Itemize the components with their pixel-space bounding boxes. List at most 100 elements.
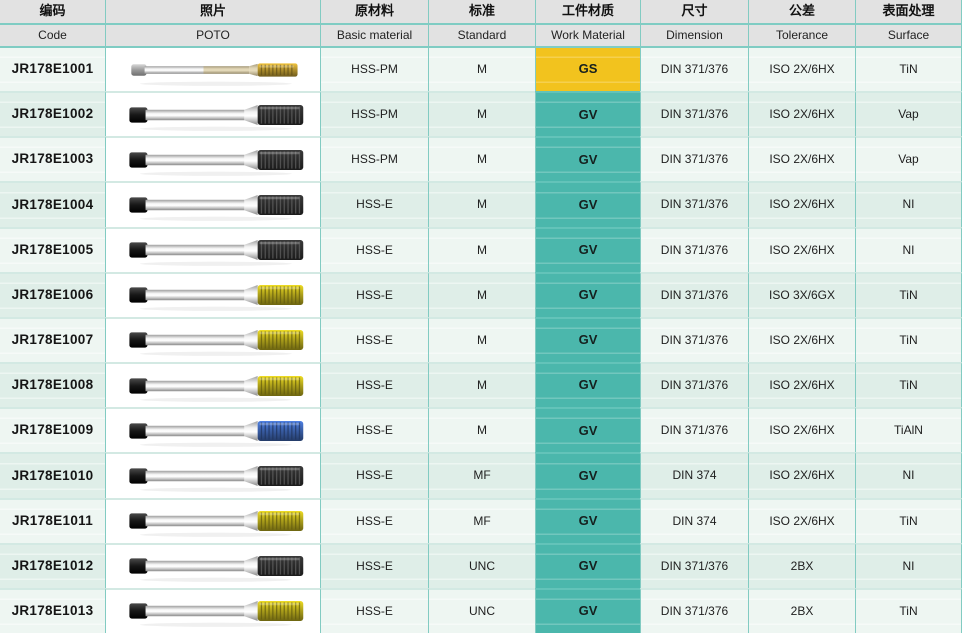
basic-material-cell: HSS-E — [320, 452, 428, 498]
work-material-cell: GV — [535, 181, 640, 227]
standard-cell: M — [428, 407, 535, 453]
tap-image — [129, 240, 304, 267]
column-header-standard-zh: 标准 — [428, 0, 535, 23]
tap-image — [129, 511, 304, 537]
tap-image — [129, 556, 304, 583]
tap-image — [129, 149, 304, 176]
work-material-cell: GV — [535, 316, 640, 363]
dimension-cell: DIN 371/376 — [640, 226, 748, 272]
work-material-cell: GV — [535, 407, 640, 453]
code-cell: JR178E1010 — [0, 452, 105, 498]
dimension-cell: DIN 371/376 — [640, 587, 748, 633]
tolerance-cell: 2BX — [748, 542, 855, 588]
tolerance-cell: ISO 2X/6HX — [748, 226, 855, 272]
dimension-cell: DIN 374 — [640, 452, 748, 498]
tap-image — [129, 330, 304, 357]
basic-material-cell: HSS-PM — [320, 46, 428, 92]
tolerance-cell: ISO 2X/6HX — [748, 316, 855, 363]
basic-material-cell: HSS-E — [320, 362, 428, 408]
photo-cell — [105, 226, 320, 272]
dimension-cell: DIN 371/376 — [640, 46, 748, 92]
tap-image — [129, 285, 304, 312]
standard-cell: UNC — [428, 542, 535, 588]
standard-cell: M — [428, 136, 535, 182]
photo-cell — [105, 407, 320, 453]
code-cell: JR178E1003 — [0, 136, 105, 182]
column-header-tolerance-zh: 公差 — [748, 0, 855, 23]
photo-cell — [105, 91, 320, 137]
code-cell: JR178E1008 — [0, 362, 105, 408]
dimension-cell: DIN 371/376 — [640, 407, 748, 453]
dimension-cell: DIN 371/376 — [640, 181, 748, 227]
surface-cell: TiAlN — [855, 407, 962, 453]
surface-cell: TiN — [855, 362, 962, 408]
basic-material-cell: HSS-E — [320, 316, 428, 363]
work-material-cell: GV — [535, 362, 640, 408]
tolerance-cell: ISO 2X/6HX — [748, 136, 855, 182]
basic-material-cell: HSS-E — [320, 407, 428, 453]
surface-cell: TiN — [855, 587, 962, 633]
column-header-dimension-en: Dimension — [640, 23, 748, 46]
work-material-cell: GV — [535, 226, 640, 272]
tolerance-cell: ISO 2X/6HX — [748, 362, 855, 408]
code-cell: JR178E1002 — [0, 91, 105, 137]
work-material-cell: GV — [535, 91, 640, 137]
surface-cell: NI — [855, 181, 962, 227]
standard-cell: MF — [428, 452, 535, 498]
column-header-surface-en: Surface — [855, 23, 962, 46]
photo-cell — [105, 136, 320, 182]
surface-cell: NI — [855, 226, 962, 272]
surface-cell: TiN — [855, 316, 962, 363]
code-cell: JR178E1004 — [0, 181, 105, 227]
surface-cell: NI — [855, 542, 962, 588]
standard-cell: M — [428, 362, 535, 408]
basic-material-cell: HSS-E — [320, 542, 428, 588]
photo-cell — [105, 587, 320, 633]
standard-cell: UNC — [428, 587, 535, 633]
work-material-cell: GV — [535, 136, 640, 182]
tap-image — [129, 195, 304, 221]
surface-cell: TiN — [855, 271, 962, 317]
column-header-photo-zh: 照片 — [105, 0, 320, 23]
surface-cell: Vap — [855, 136, 962, 182]
column-header-standard-en: Standard — [428, 23, 535, 46]
photo-cell — [105, 497, 320, 543]
column-header-work-material-en: Work Material — [535, 23, 640, 46]
photo-cell — [105, 316, 320, 363]
standard-cell: M — [428, 181, 535, 227]
column-header-tolerance-en: Tolerance — [748, 23, 855, 46]
surface-cell: NI — [855, 452, 962, 498]
code-cell: JR178E1001 — [0, 46, 105, 92]
tolerance-cell: ISO 2X/6HX — [748, 91, 855, 137]
tolerance-cell: ISO 2X/6HX — [748, 452, 855, 498]
tolerance-cell: 2BX — [748, 587, 855, 633]
code-cell: JR178E1007 — [0, 316, 105, 363]
column-header-code-zh: 编码 — [0, 0, 105, 23]
dimension-cell: DIN 371/376 — [640, 271, 748, 317]
code-cell: JR178E1012 — [0, 542, 105, 588]
tap-image — [129, 104, 304, 131]
standard-cell: MF — [428, 497, 535, 543]
basic-material-cell: HSS-E — [320, 587, 428, 633]
photo-cell — [105, 452, 320, 498]
column-header-code-en: Code — [0, 23, 105, 46]
code-cell: JR178E1009 — [0, 407, 105, 453]
tap-image — [129, 601, 304, 628]
surface-cell: Vap — [855, 91, 962, 137]
code-cell: JR178E1006 — [0, 271, 105, 317]
tolerance-cell: ISO 2X/6HX — [748, 181, 855, 227]
dimension-cell: DIN 371/376 — [640, 362, 748, 408]
code-cell: JR178E1005 — [0, 226, 105, 272]
basic-material-cell: HSS-E — [320, 181, 428, 227]
tap-image — [129, 375, 304, 402]
basic-material-cell: HSS-PM — [320, 91, 428, 137]
column-header-basic-material-zh: 原材料 — [320, 0, 428, 23]
code-cell: JR178E1011 — [0, 497, 105, 543]
basic-material-cell: HSS-E — [320, 226, 428, 272]
column-header-surface-zh: 表面处理 — [855, 0, 962, 23]
tap-image — [129, 465, 304, 492]
photo-cell — [105, 181, 320, 227]
dimension-cell: DIN 371/376 — [640, 542, 748, 588]
